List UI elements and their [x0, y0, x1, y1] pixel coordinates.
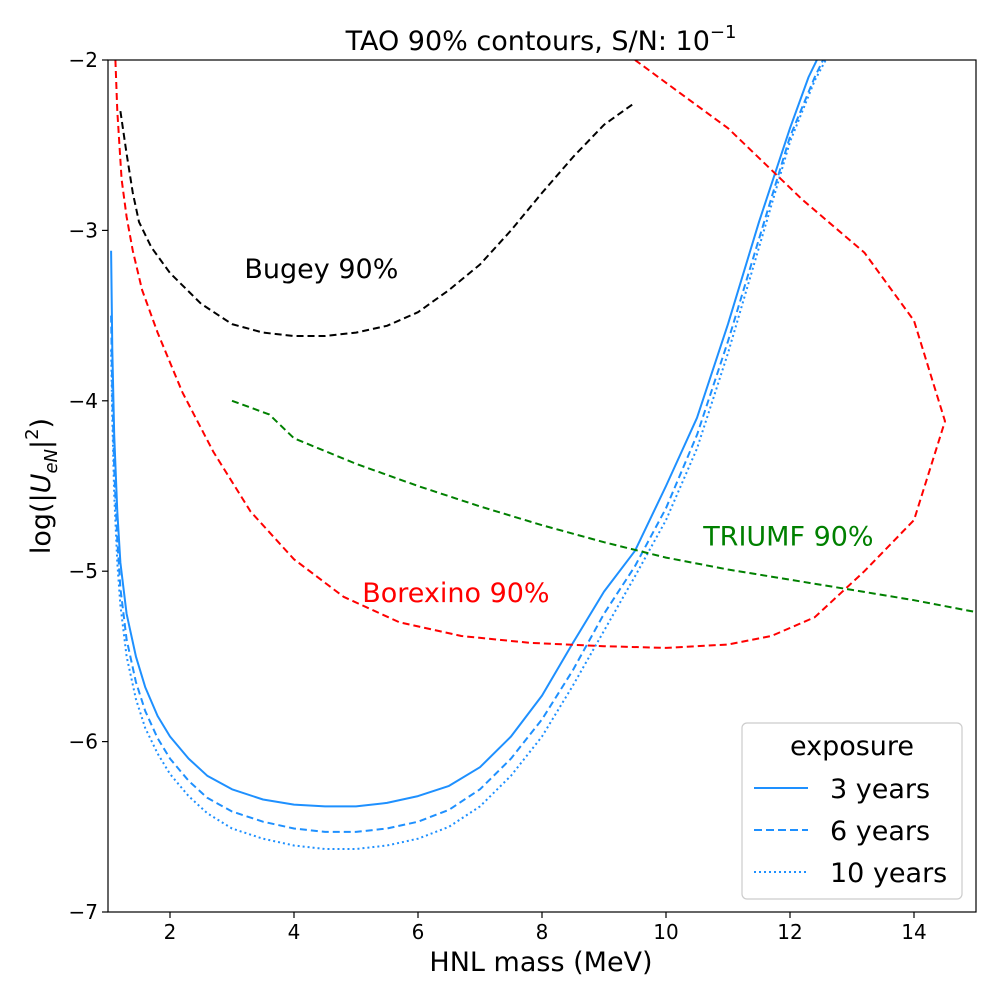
x-tick-label: 12	[777, 920, 802, 944]
x-tick-label: 2	[164, 920, 177, 944]
annotation-borexino-90: Borexino 90%	[362, 578, 549, 609]
annotation-layer: Bugey 90% Borexino 90% TRIUMF 90%	[244, 254, 873, 609]
y-tick-label: −7	[69, 900, 98, 924]
y-tick-label: −6	[69, 730, 98, 754]
series-line-bugey-90	[119, 101, 636, 337]
y-tick-label: −3	[69, 218, 98, 242]
series-line-10-years	[110, 60, 827, 850]
legend-box	[741, 722, 963, 900]
y-axis-label-sup: 2	[22, 428, 43, 439]
annotation-triumf-90: TRIUMF 90%	[702, 522, 873, 553]
x-tick-label: 14	[901, 920, 926, 944]
x-tick-label: 6	[412, 920, 425, 944]
y-axis-label: log(|UeN|2)	[22, 418, 62, 554]
annotation-bugey-90: Bugey 90%	[244, 254, 398, 285]
legend-title: exposure	[790, 731, 914, 762]
y-axis-label-close: )	[26, 418, 57, 429]
y-tick-label: −2	[69, 48, 98, 72]
y-axis-label-prefix: log(|	[26, 493, 57, 554]
ticks-layer: 2 4 6 8 10 12 14 −2 −3 −4 −5 −6 −7	[69, 48, 927, 944]
series-line-6-years	[110, 60, 825, 833]
y-tick-label: −5	[69, 559, 98, 583]
x-axis-label: HNL mass (MeV)	[429, 947, 652, 978]
legend-label-3-years: 3 years	[830, 774, 930, 805]
legend-label-10-years: 10 years	[830, 858, 947, 889]
chart-title-exponent: −1	[710, 22, 737, 43]
y-axis-label-var: U	[26, 473, 57, 493]
series-line-borexino-90	[114, 60, 946, 649]
y-axis-label-suffix: |	[26, 440, 57, 449]
y-axis-label-sub: eN	[41, 449, 62, 474]
x-tick-label: 10	[653, 920, 678, 944]
chart-title-text: TAO 90% contours, S/N: 10	[345, 26, 710, 57]
series-layer	[110, 60, 976, 850]
series-line-triumf-90	[231, 399, 976, 614]
y-tick-label: −4	[69, 389, 98, 413]
x-tick-label: 4	[288, 920, 301, 944]
legend: exposure 3 years 6 years 10 years	[741, 722, 963, 900]
series-line-3-years	[110, 60, 818, 808]
legend-label-6-years: 6 years	[830, 816, 930, 847]
x-tick-label: 8	[536, 920, 549, 944]
chart-title: TAO 90% contours, S/N: 10−1	[345, 22, 737, 57]
plot-frame	[107, 59, 977, 913]
